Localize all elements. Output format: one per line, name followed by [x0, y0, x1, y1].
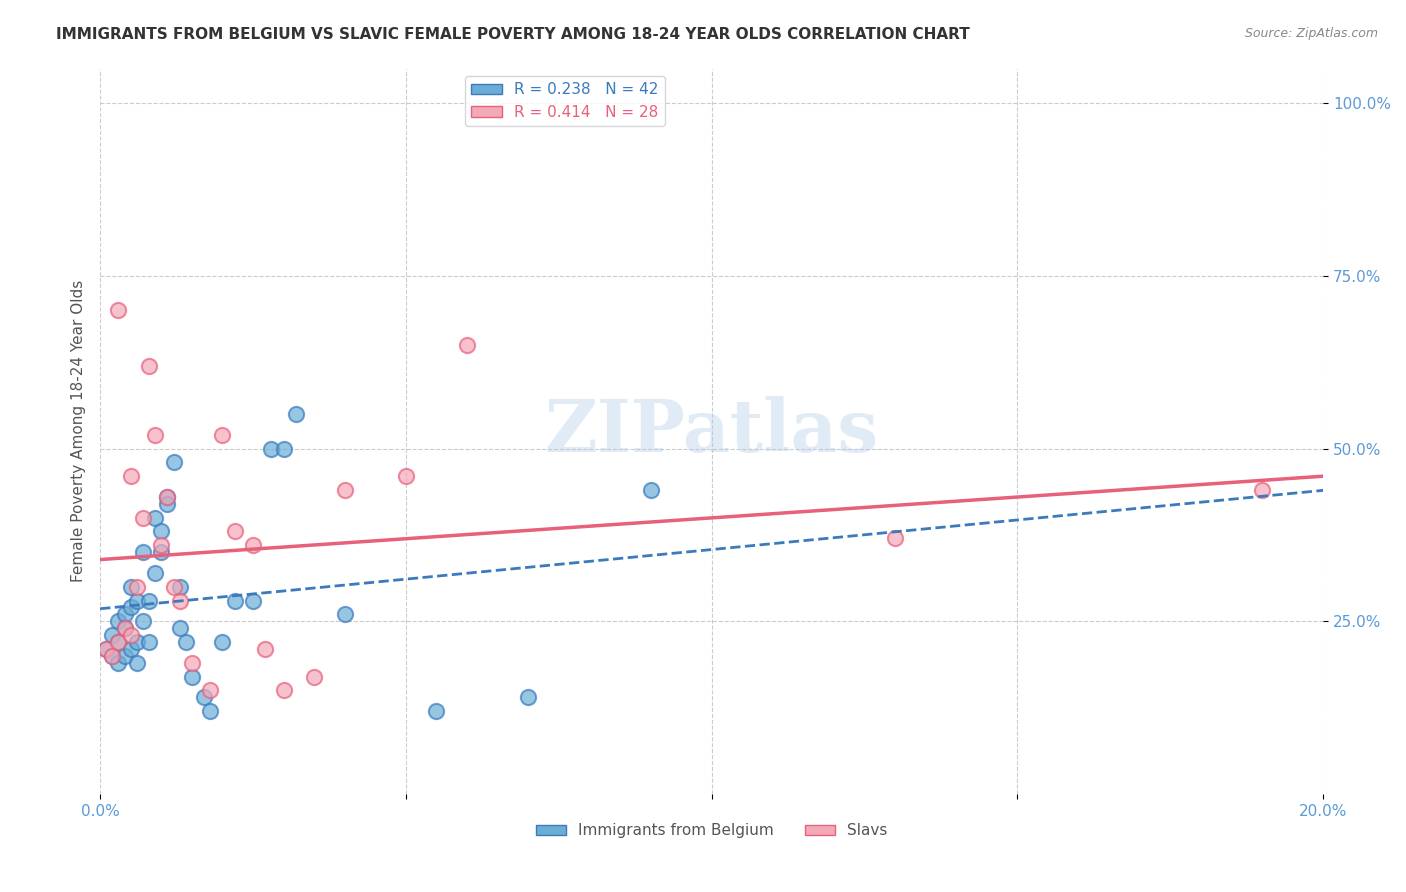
Point — [125, 635, 148, 649]
Point — [169, 621, 191, 635]
Point — [125, 593, 148, 607]
Point — [162, 580, 184, 594]
Point — [114, 621, 136, 635]
Point — [156, 490, 179, 504]
Point — [1251, 483, 1274, 497]
Point — [96, 641, 118, 656]
Point — [150, 524, 173, 539]
Point — [107, 614, 129, 628]
Point — [96, 641, 118, 656]
Point — [132, 510, 155, 524]
Point — [517, 690, 540, 705]
Point — [456, 338, 478, 352]
Point — [143, 510, 166, 524]
Point — [260, 442, 283, 456]
Point — [114, 621, 136, 635]
Point — [107, 635, 129, 649]
Text: Source: ZipAtlas.com: Source: ZipAtlas.com — [1244, 27, 1378, 40]
Y-axis label: Female Poverty Among 18-24 Year Olds: Female Poverty Among 18-24 Year Olds — [72, 280, 86, 582]
Point — [138, 635, 160, 649]
Point — [150, 545, 173, 559]
Point — [169, 593, 191, 607]
Point — [884, 532, 907, 546]
Point — [107, 635, 129, 649]
Point — [114, 607, 136, 622]
Point — [200, 683, 222, 698]
Point — [211, 635, 233, 649]
Point — [224, 593, 246, 607]
Point — [180, 669, 202, 683]
Point — [120, 600, 142, 615]
Point — [138, 593, 160, 607]
Point — [169, 580, 191, 594]
Point — [120, 628, 142, 642]
Point — [143, 566, 166, 580]
Point — [132, 545, 155, 559]
Point — [273, 442, 295, 456]
Point — [150, 538, 173, 552]
Point — [156, 497, 179, 511]
Point — [101, 648, 124, 663]
Point — [138, 359, 160, 373]
Point — [224, 524, 246, 539]
Point — [193, 690, 215, 705]
Text: IMMIGRANTS FROM BELGIUM VS SLAVIC FEMALE POVERTY AMONG 18-24 YEAR OLDS CORRELATI: IMMIGRANTS FROM BELGIUM VS SLAVIC FEMALE… — [56, 27, 970, 42]
Point — [333, 483, 356, 497]
Point — [120, 469, 142, 483]
Point — [156, 490, 179, 504]
Point — [114, 648, 136, 663]
Point — [120, 580, 142, 594]
Point — [125, 656, 148, 670]
Point — [143, 427, 166, 442]
Point — [211, 427, 233, 442]
Point — [242, 538, 264, 552]
Point — [174, 635, 197, 649]
Point — [200, 704, 222, 718]
Point — [107, 303, 129, 318]
Point — [425, 704, 447, 718]
Point — [101, 648, 124, 663]
Point — [640, 483, 662, 497]
Point — [333, 607, 356, 622]
Point — [302, 669, 325, 683]
Point — [395, 469, 418, 483]
Point — [180, 656, 202, 670]
Point — [107, 656, 129, 670]
Legend: Immigrants from Belgium, Slavs: Immigrants from Belgium, Slavs — [530, 817, 894, 845]
Text: ZIPatlas: ZIPatlas — [544, 396, 879, 467]
Point — [125, 580, 148, 594]
Point — [254, 641, 277, 656]
Point — [162, 455, 184, 469]
Point — [132, 614, 155, 628]
Point — [242, 593, 264, 607]
Point — [101, 628, 124, 642]
Point — [284, 407, 307, 421]
Point — [273, 683, 295, 698]
Point — [120, 641, 142, 656]
